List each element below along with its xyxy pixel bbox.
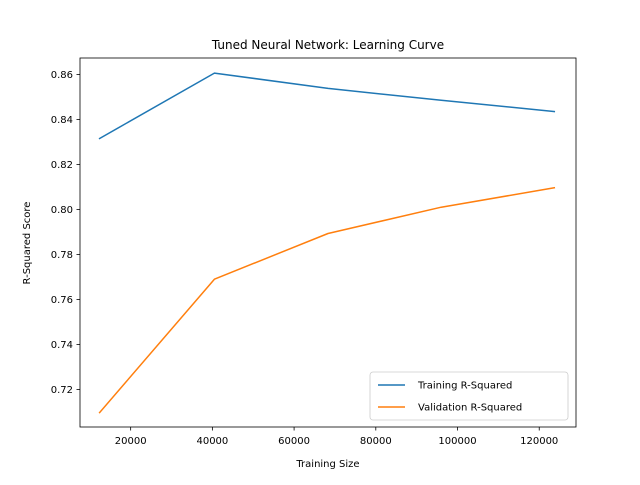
x-tick-label: 100000: [438, 436, 476, 447]
x-tick-label: 40000: [196, 436, 228, 447]
plot-frame: [79, 57, 577, 428]
x-axis-label: Training Size: [295, 459, 359, 470]
chart-title: Tuned Neural Network: Learning Curve: [211, 38, 444, 52]
plot-layer: [98, 72, 556, 414]
y-tick-label: 0.84: [51, 115, 73, 126]
legend-items: Training R-Squared Validation R-Squared: [378, 381, 522, 414]
x-tick-label: 80000: [360, 436, 392, 447]
y-tick-label: 0.86: [51, 70, 73, 81]
x-tick-label: 20000: [115, 436, 147, 447]
y-tick-label: 0.72: [51, 385, 73, 396]
y-tick-label: 0.74: [51, 340, 73, 351]
legend-entry-label: Validation R-Squared: [418, 403, 522, 414]
y-axis-label: R-Squared Score: [22, 202, 33, 285]
legend: Training R-Squared Validation R-Squared: [369, 371, 569, 421]
legend-entry-label: Training R-Squared: [417, 381, 512, 392]
y-tick-label: 0.78: [51, 250, 73, 261]
y-tick-label: 0.76: [51, 295, 73, 306]
x-tick-label: 60000: [278, 436, 310, 447]
legend-box: [369, 371, 569, 421]
series-line-training: [98, 72, 556, 140]
x-axis-ticks: 20000 40000 60000 80000 100000 120000: [115, 427, 558, 447]
series-line-validation: [98, 186, 556, 414]
x-tick-label: 120000: [520, 436, 558, 447]
y-axis-ticks: 0.72 0.74 0.76 0.78 0.80 0.82 0.84 0.86: [51, 70, 80, 396]
y-tick-label: 0.82: [51, 160, 73, 171]
y-tick-label: 0.80: [51, 205, 73, 216]
